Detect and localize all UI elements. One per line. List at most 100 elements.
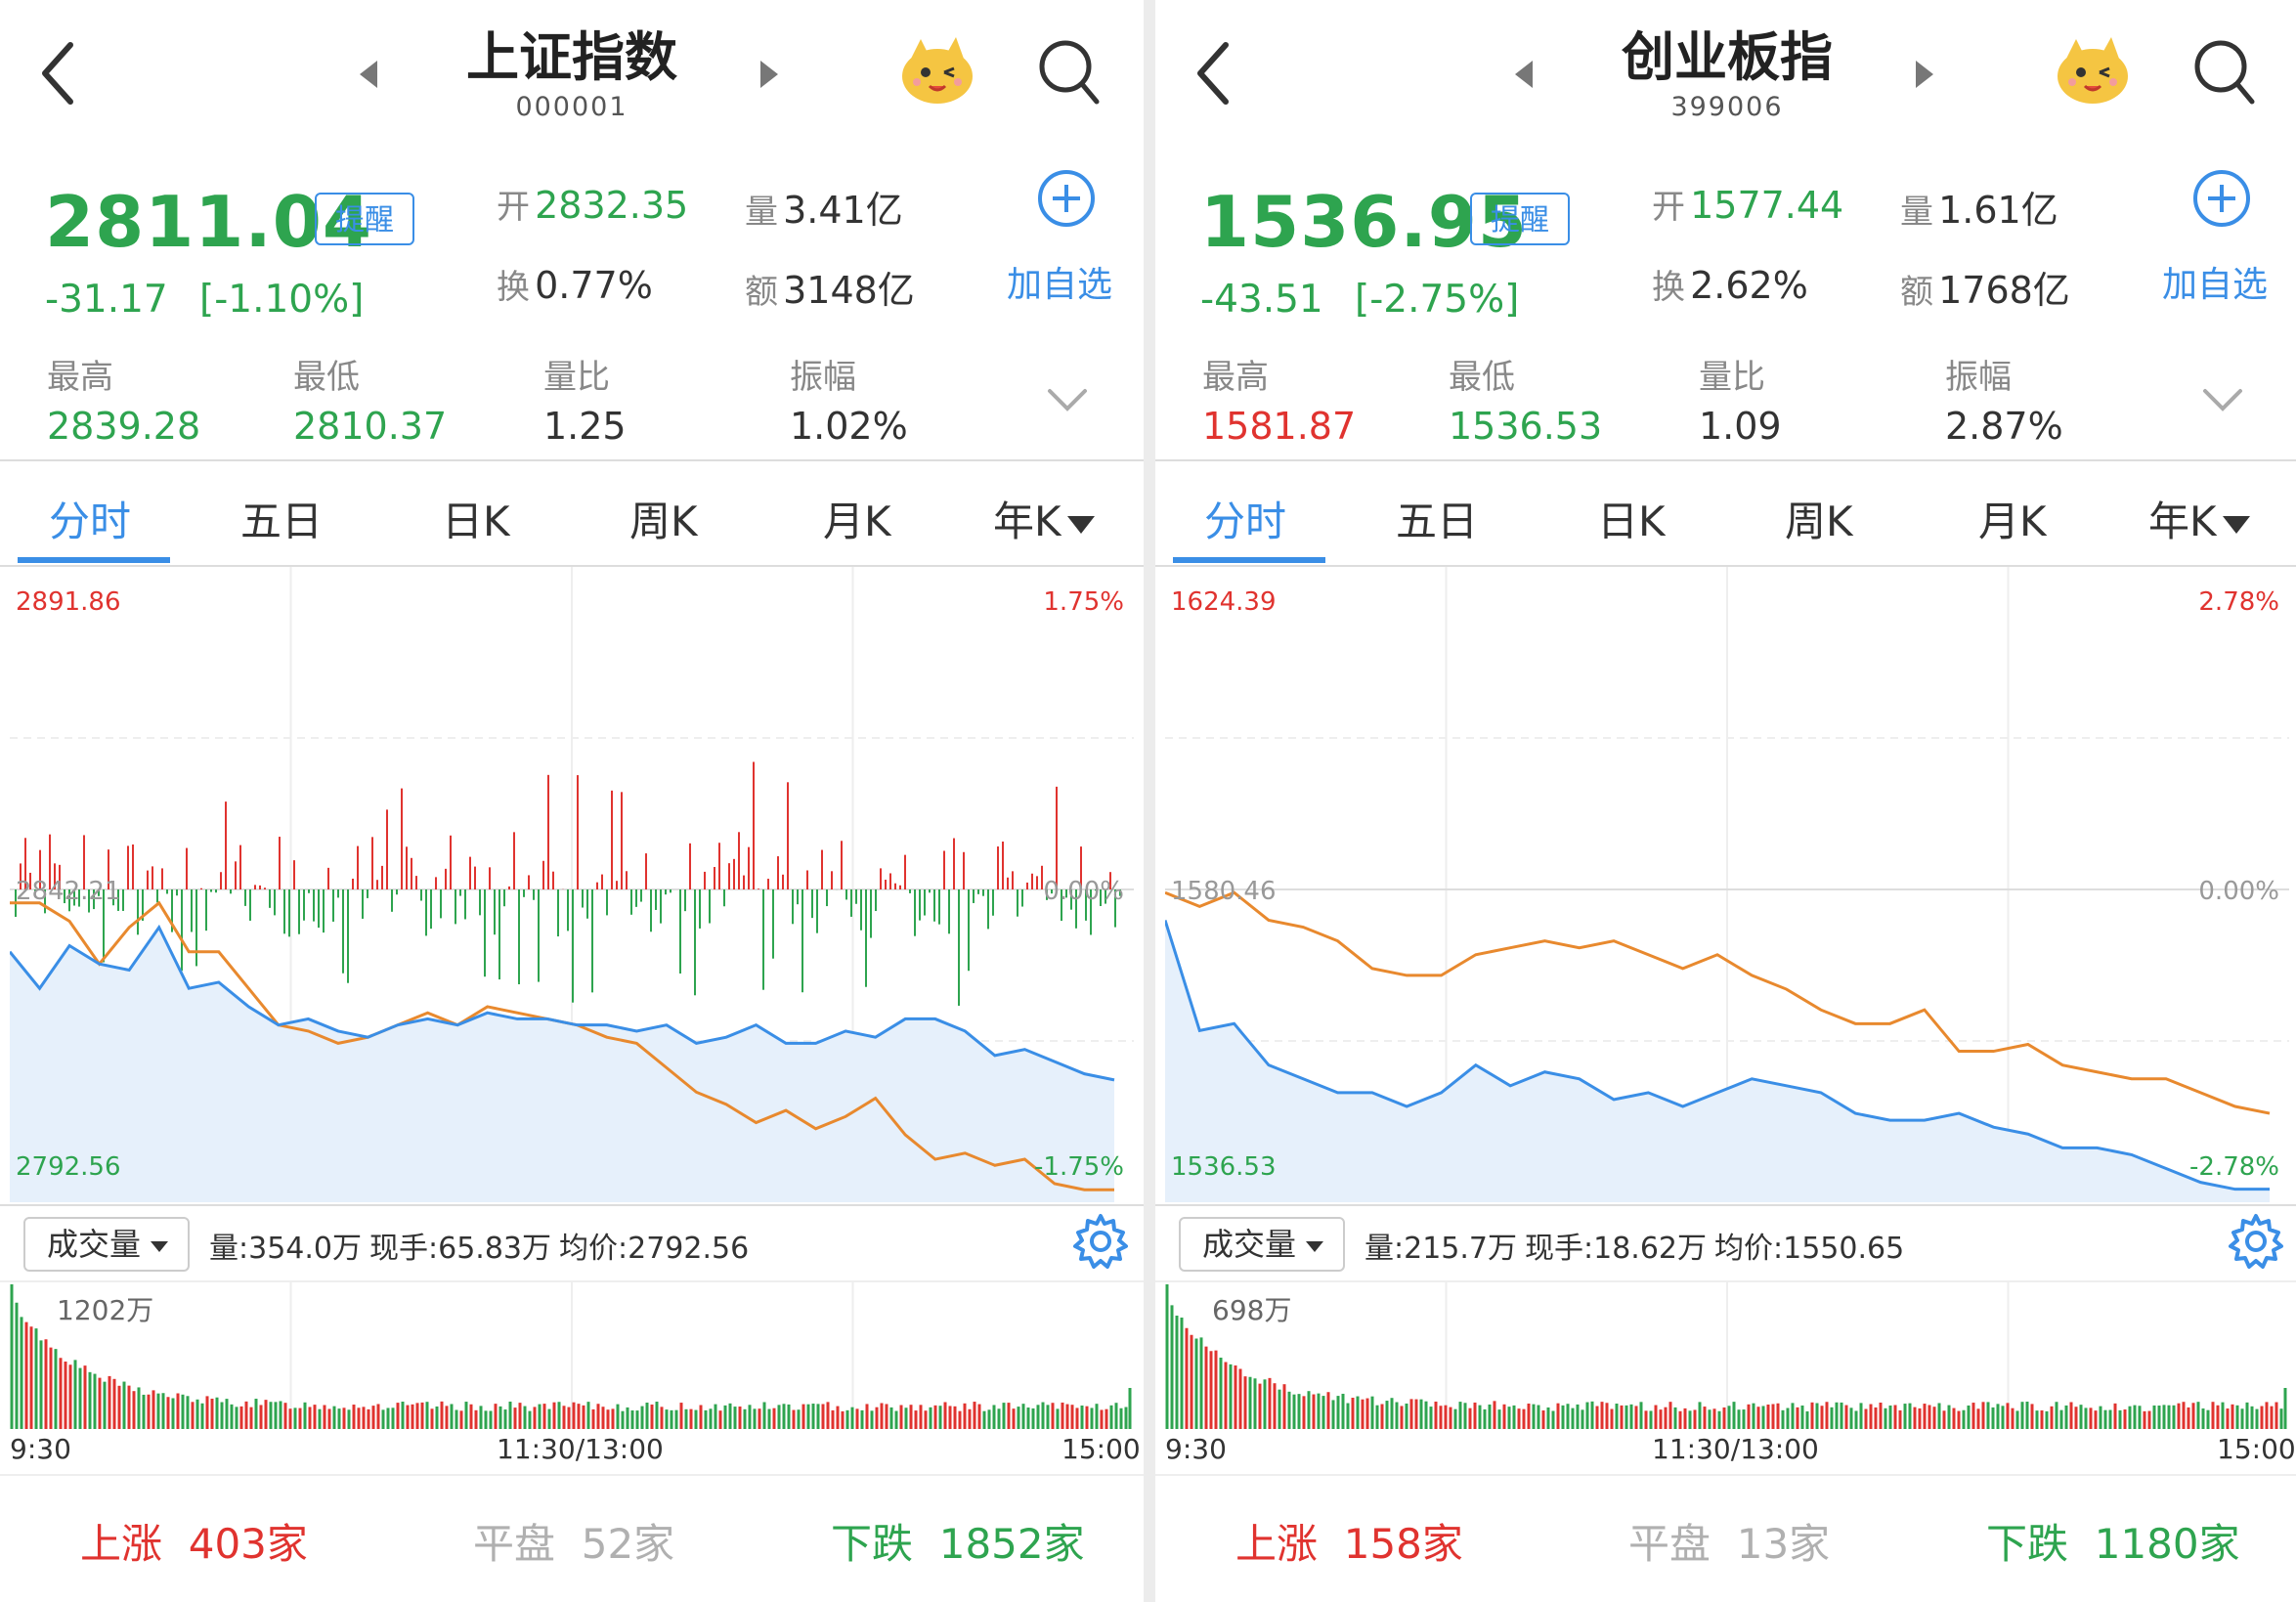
amount-stat: 额 1768亿 [1900, 269, 2070, 312]
prev-triangle-icon[interactable] [360, 61, 377, 88]
stock-panel-0: 上证指数 000001 2811.04 提醒 -31.17 [-1.10%] 开… [0, 0, 1144, 1602]
decliners: 下跌 1180家 [1986, 1520, 2240, 1568]
volume-chart: 698万 [1165, 1282, 2287, 1429]
tab-intraday[interactable]: 分时 [49, 498, 132, 545]
average-price: 均价:1550.65 [1714, 1232, 1905, 1266]
high-label: 最高 [1202, 358, 1269, 397]
y-axis-top-pct: 1.75% [1043, 587, 1124, 617]
tab-yearly-k[interactable]: 年K [2148, 489, 2250, 548]
low-value: 1536.53 [1449, 405, 1603, 448]
high-value: 2839.28 [47, 405, 201, 448]
add-watchlist-button[interactable]: 加自选 [1007, 265, 1113, 305]
indicator-select[interactable]: 成交量 [23, 1217, 190, 1272]
dropdown-caret-icon [1306, 1240, 1324, 1252]
amplitude-value: 1.02% [790, 405, 908, 448]
next-triangle-icon[interactable] [760, 61, 778, 88]
time-start: 9:30 [1165, 1433, 1227, 1465]
add-circle-icon[interactable] [1036, 168, 1097, 229]
volume-stat: 量 1.61亿 [1900, 189, 2058, 232]
tab-monthly-k[interactable]: 月K [1978, 498, 2047, 545]
mascot-icon[interactable] [897, 29, 977, 109]
tab-daily-k[interactable]: 日K [1597, 498, 1666, 545]
y-axis-bottom-pct: -2.78% [2189, 1152, 2279, 1182]
tab-daily-k[interactable]: 日K [442, 498, 510, 545]
y-axis-top-pct: 2.78% [2198, 587, 2279, 617]
volume-qty: 量:215.7万 [1365, 1232, 1517, 1266]
dropdown-caret-icon [1066, 515, 1095, 534]
tab-monthly-k[interactable]: 月K [823, 498, 891, 545]
remind-button[interactable]: 提醒 [315, 193, 414, 245]
low-value: 2810.37 [293, 405, 448, 448]
mascot-icon[interactable] [2053, 29, 2133, 109]
volume-qty: 量:354.0万 [209, 1232, 362, 1266]
divider [0, 1474, 1144, 1476]
time-start: 9:30 [10, 1433, 71, 1465]
tab-yearly-k[interactable]: 年K [993, 489, 1095, 548]
open-stat: 开 1577.44 [1652, 184, 1844, 227]
divider [0, 565, 1144, 567]
next-triangle-icon[interactable] [1916, 61, 1933, 88]
tab-weekly-k[interactable]: 周K [629, 498, 698, 545]
back-arrow-icon[interactable] [1194, 39, 1234, 108]
price-change: -31.17 [45, 278, 168, 322]
advancers: 上涨 403家 [80, 1520, 308, 1568]
current-hand: 现手:65.83万 [369, 1232, 551, 1266]
price-line [1165, 920, 2270, 1191]
search-icon[interactable] [2191, 37, 2256, 108]
tab-five-day[interactable]: 五日 [240, 498, 324, 545]
price-change-percent: [-2.75%] [1355, 278, 1520, 322]
y-axis-top-label: 2891.86 [16, 587, 121, 617]
volume-ratio-label: 量比 [543, 358, 610, 397]
add-watchlist-button[interactable]: 加自选 [2162, 265, 2269, 305]
search-icon[interactable] [1036, 37, 1101, 108]
prev-triangle-icon[interactable] [1515, 61, 1533, 88]
price-change-percent: [-1.10%] [199, 278, 365, 322]
volume-max-label: 1202万 [57, 1294, 153, 1326]
index-code: 000001 [515, 92, 628, 122]
y-axis-mid-pct: 0.00% [1043, 877, 1124, 906]
add-circle-icon[interactable] [2191, 168, 2252, 229]
chevron-down-icon[interactable] [2201, 385, 2244, 414]
advancers: 上涨 158家 [1235, 1520, 1463, 1568]
dropdown-caret-icon [151, 1240, 169, 1252]
tab-intraday[interactable]: 分时 [1204, 498, 1287, 545]
decliners: 下跌 1852家 [831, 1520, 1085, 1568]
volume-ratio-value: 1.25 [543, 405, 627, 448]
y-axis-mid-pct: 0.00% [2198, 877, 2279, 906]
settings-gear-icon[interactable] [2227, 1212, 2285, 1271]
y-axis-top-label: 1624.39 [1171, 587, 1277, 617]
back-arrow-icon[interactable] [39, 39, 78, 108]
index-title: 创业板指 [1622, 26, 1833, 88]
divider [0, 1280, 1144, 1282]
tab-five-day[interactable]: 五日 [1396, 498, 1479, 545]
index-code: 399006 [1670, 92, 1784, 122]
y-axis-bottom-pct: -1.75% [1034, 1152, 1124, 1182]
tab-weekly-k[interactable]: 周K [1785, 498, 1853, 545]
average-line [1165, 890, 2271, 1115]
average-price: 均价:2792.56 [559, 1232, 750, 1266]
low-label: 最低 [1449, 358, 1515, 397]
y-axis-mid-label: 1580.46 [1171, 877, 1277, 906]
open-stat: 开 2832.35 [497, 184, 689, 227]
price-change: -43.51 [1200, 278, 1323, 322]
divider [1155, 459, 2296, 461]
divider [1155, 1204, 2296, 1206]
remind-button[interactable]: 提醒 [1470, 193, 1570, 245]
price-area-fill [1165, 920, 2270, 1202]
low-label: 最低 [293, 358, 360, 397]
divider [1155, 1474, 2296, 1476]
amplitude-label: 振幅 [790, 358, 856, 397]
intraday-chart[interactable]: 2891.86 1.75% 2842.21 0.00% 2792.56 -1.75% [10, 567, 1134, 1202]
turnover-stat: 换 0.77% [497, 264, 653, 307]
indicator-select[interactable]: 成交量 [1179, 1217, 1345, 1272]
volume-stat: 量 3.41亿 [745, 189, 903, 232]
amount-stat: 额 3148亿 [745, 269, 915, 312]
chevron-down-icon[interactable] [1046, 385, 1089, 414]
time-mid: 11:30/13:00 [1652, 1433, 1819, 1465]
dropdown-caret-icon [2222, 515, 2250, 534]
y-axis-bottom-label: 2792.56 [16, 1152, 121, 1182]
time-end: 15:00 [2217, 1433, 2296, 1465]
volume-ratio-label: 量比 [1699, 358, 1765, 397]
settings-gear-icon[interactable] [1071, 1212, 1130, 1271]
intraday-chart[interactable]: 1624.39 2.78% 1580.46 0.00% 1536.53 -2.78% [1165, 567, 2289, 1202]
